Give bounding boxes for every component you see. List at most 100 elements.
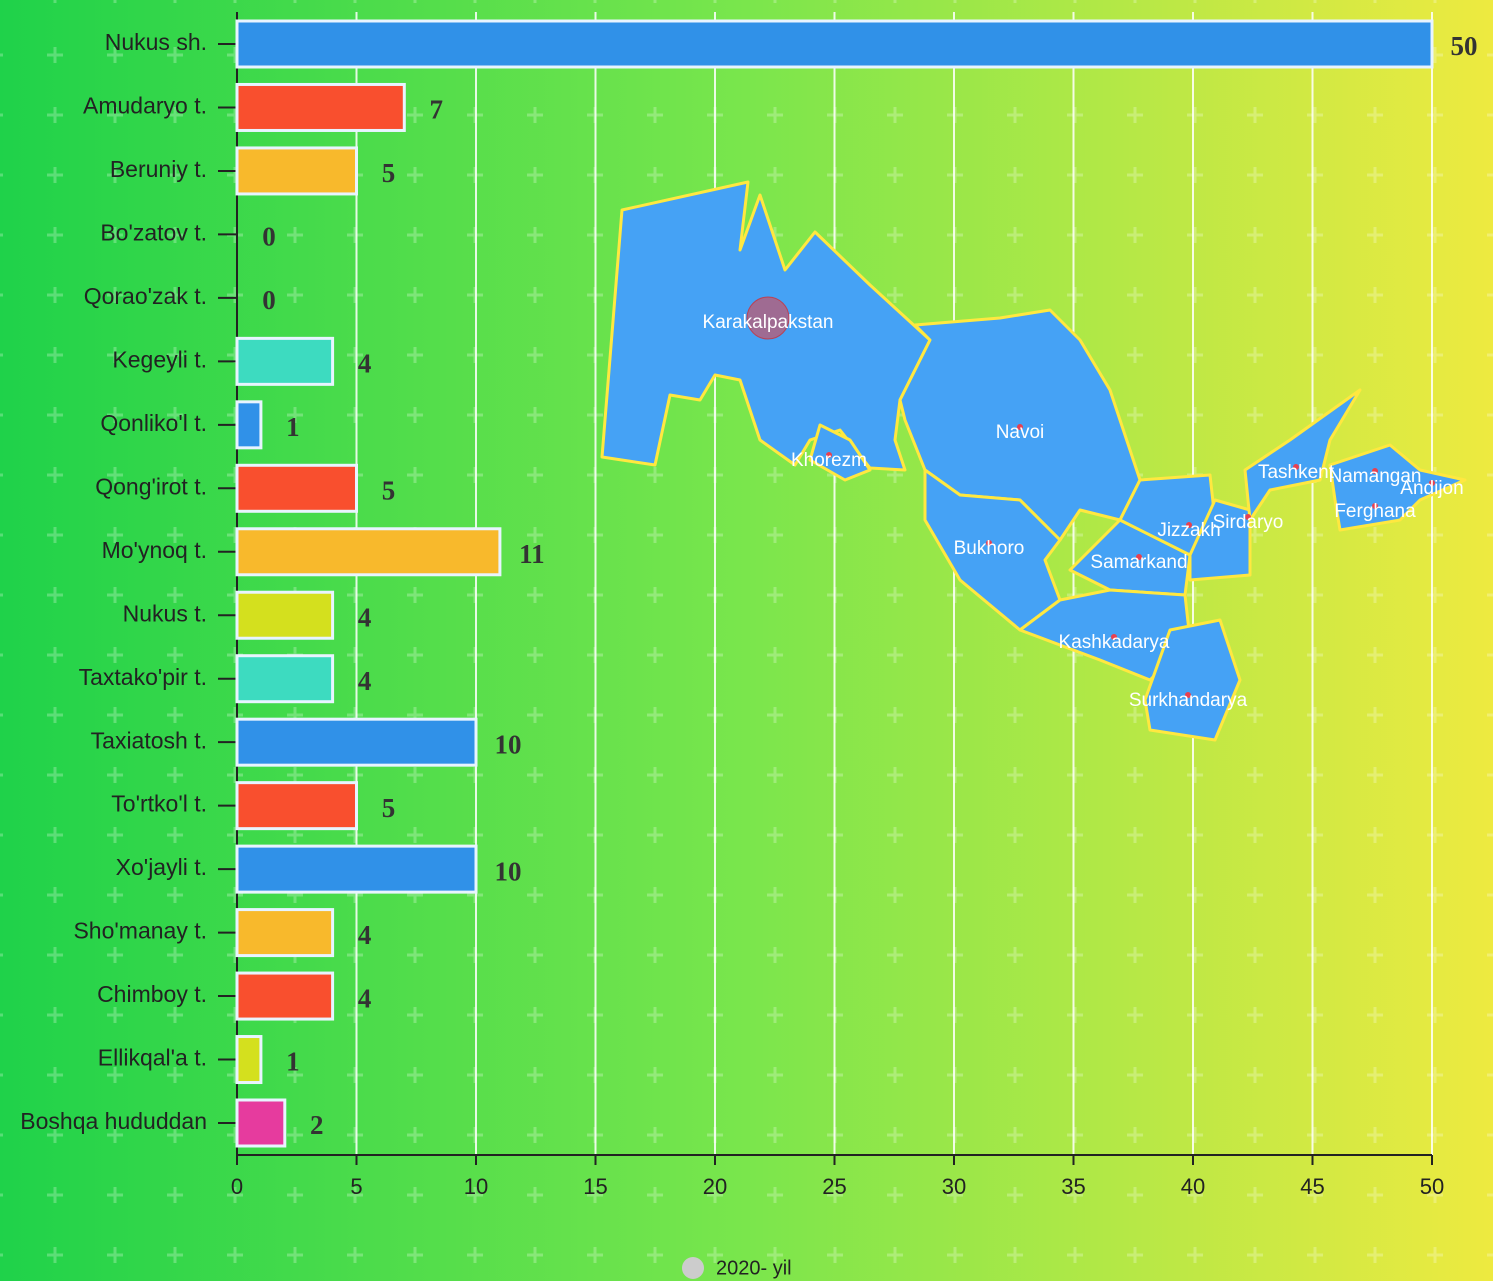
y-tick-label: Chimboy t. <box>97 981 207 1007</box>
y-tick-label: Nukus t. <box>123 600 207 626</box>
value-label: 5 <box>382 793 396 823</box>
bar <box>235 590 335 640</box>
region <box>1068 518 1192 597</box>
region-dot <box>1293 464 1299 470</box>
bar <box>235 908 335 958</box>
y-tick-label: Xo'jayli t. <box>116 854 207 880</box>
value-label: 5 <box>382 475 396 505</box>
x-tick-label: 10 <box>464 1174 488 1199</box>
region-dot <box>1372 468 1378 474</box>
value-label: 5 <box>382 158 396 188</box>
region-dot <box>1186 522 1192 528</box>
region-label: Andijon <box>1400 478 1463 499</box>
x-tick-label: 0 <box>231 1174 243 1199</box>
region-dot <box>1245 514 1251 520</box>
x-tick-label: 25 <box>822 1174 846 1199</box>
region-dot <box>986 540 992 546</box>
value-label: 2 <box>310 1110 324 1140</box>
region <box>808 423 872 482</box>
bar <box>235 527 502 577</box>
y-tick-label: Kegeyli t. <box>112 346 207 372</box>
bar <box>235 463 358 513</box>
region-label: Sirdaryo <box>1213 512 1284 533</box>
y-tick-label: Bo'zatov t. <box>100 219 207 245</box>
x-tick-label: 30 <box>942 1174 966 1199</box>
value-label: 4 <box>358 602 372 632</box>
region <box>1328 443 1467 532</box>
y-tick-label: Amudaryo t. <box>83 93 207 119</box>
region-label: Khorezm <box>791 450 867 471</box>
value-label: 1 <box>286 412 300 442</box>
value-label: 10 <box>495 856 522 886</box>
region-dot <box>826 452 832 458</box>
x-tick-label: 40 <box>1181 1174 1205 1199</box>
y-tick-label: Ellikqal'a t. <box>98 1045 207 1071</box>
region <box>1188 498 1252 582</box>
region-dot <box>1136 554 1142 560</box>
region-dot <box>1185 692 1191 698</box>
x-tick-label: 45 <box>1300 1174 1324 1199</box>
region <box>1143 618 1242 742</box>
region-dot <box>1429 480 1435 486</box>
value-label: 7 <box>430 95 444 125</box>
bar <box>235 844 478 894</box>
value-label: 0 <box>262 285 276 315</box>
y-tick-label: Qorao'zak t. <box>84 283 207 309</box>
value-label: 50 <box>1451 31 1478 61</box>
map-bubble <box>746 296 790 340</box>
y-tick-label: Boshqa hududdan <box>20 1108 207 1134</box>
y-tick-label: Mo'ynoq t. <box>102 537 207 563</box>
region-label: Kashkadarya <box>1059 632 1170 653</box>
legend-marker <box>682 1257 704 1279</box>
x-tick-label: 20 <box>703 1174 727 1199</box>
bar <box>235 1098 287 1148</box>
region-label: Jizzakh <box>1157 520 1220 541</box>
region <box>923 468 1062 632</box>
y-tick-label: Qong'irot t. <box>95 473 207 499</box>
region-dot <box>1111 634 1117 640</box>
region-label: Navoi <box>996 422 1045 443</box>
legend-label: 2020- yil <box>716 1257 792 1279</box>
value-label: 10 <box>495 729 522 759</box>
value-label: 11 <box>519 539 545 569</box>
bar <box>235 400 263 450</box>
region-dot <box>1372 503 1378 509</box>
region-label: Ferghana <box>1334 501 1416 522</box>
x-tick-label: 50 <box>1420 1174 1444 1199</box>
y-tick-label: Beruniy t. <box>110 156 207 182</box>
region-label: Samarkand <box>1090 552 1187 573</box>
y-tick-label: Nukus sh. <box>105 29 207 55</box>
x-tick-label: 15 <box>583 1174 607 1199</box>
y-tick-label: To'rtko'l t. <box>111 791 207 817</box>
map: Karakalpakstan Khorezm Navoi Bukhoro Samarka… <box>600 180 1467 742</box>
bar <box>235 654 335 704</box>
bar <box>235 971 335 1021</box>
value-label: 1 <box>286 1047 300 1077</box>
y-tick-label: Taxiatosh t. <box>91 727 207 753</box>
value-label: 4 <box>358 666 372 696</box>
bar <box>235 82 406 132</box>
value-label: 4 <box>358 983 372 1013</box>
bar <box>235 1035 263 1085</box>
y-tick-label: Sho'manay t. <box>73 918 207 944</box>
region <box>1243 388 1362 522</box>
region-dot <box>1017 424 1023 430</box>
x-tick-label: 5 <box>350 1174 362 1199</box>
x-tick-label: 35 <box>1061 1174 1085 1199</box>
bar <box>235 19 1434 69</box>
region-label: Surkhandarya <box>1129 690 1248 711</box>
region-label: Namangan <box>1329 466 1422 487</box>
region-label: Bukhoro <box>954 538 1025 559</box>
bar <box>235 781 358 831</box>
bar <box>235 717 478 767</box>
region-label: Karakalpakstan <box>703 312 834 333</box>
value-label: 4 <box>358 920 372 950</box>
region-label: Tashkent <box>1258 462 1335 483</box>
y-tick-label: Taxtako'pir t. <box>79 664 207 690</box>
bar <box>235 336 335 386</box>
y-tick-label: Qonliko'l t. <box>100 410 207 436</box>
bar <box>235 146 358 196</box>
value-label: 0 <box>262 222 276 252</box>
value-label: 4 <box>358 349 372 379</box>
